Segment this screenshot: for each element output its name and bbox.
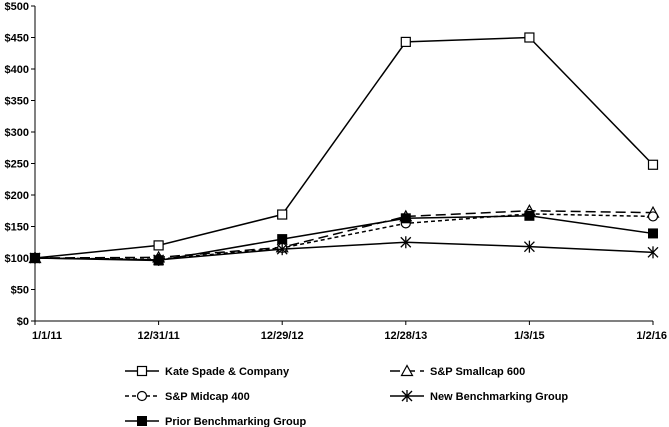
marker-asterisk (276, 243, 288, 256)
y-tick-label: $400 (5, 64, 29, 76)
legend-label: Kate Spade & Company (165, 366, 290, 378)
marker-filled-square (648, 228, 658, 239)
x-tick-label: 1/1/11 (32, 330, 62, 342)
series-line-s-p-smallcap-600 (34, 209, 654, 259)
series-s-p-midcap-400 (29, 208, 659, 265)
x-tick-label: 12/28/13 (384, 330, 427, 342)
y-tick-label: $350 (5, 96, 29, 108)
y-tick-label: $500 (5, 1, 29, 13)
legend-label: S&P Midcap 400 (165, 391, 250, 403)
series-new-benchmarking-group (29, 236, 659, 266)
marker-open-square (153, 240, 164, 251)
legend-item-s-p-midcap-400: S&P Midcap 400 (125, 390, 250, 403)
marker-open-circle (647, 211, 659, 222)
y-tick-label: $250 (5, 159, 29, 171)
x-tick-label: 1/2/16 (636, 330, 667, 342)
marker-open-square (400, 36, 411, 48)
legend-label: Prior Benchmarking Group (165, 416, 306, 427)
chart-legend: Kate Spade & Company S&P Smallcap 600 S&P … (125, 364, 568, 427)
marker-filled-square (153, 255, 164, 266)
y-tick-label: $100 (5, 253, 29, 265)
x-tick-label: 1/3/15 (514, 330, 545, 342)
x-axis-ticks: 1/1/11 12/31/11 12/29/12 12/28/13 1/3/15 1/2/… (32, 321, 667, 342)
marker-filled-square (137, 416, 147, 426)
legend-label: New Benchmarking Group (430, 391, 568, 403)
marker-open-triangle (400, 364, 414, 377)
marker-filled-square (277, 234, 288, 245)
marker-open-square (136, 365, 148, 377)
marker-open-square (277, 209, 288, 220)
marker-asterisk (401, 390, 413, 402)
series-s-p-smallcap-600 (28, 204, 660, 264)
marker-open-square (647, 159, 659, 170)
x-tick-label: 12/29/12 (261, 330, 304, 342)
legend-item-new-benchmarking-group: New Benchmarking Group (390, 390, 568, 403)
y-axis-ticks: $0 $50 $100 $150 $200 $250 $300 $350 $400 $450 $50… (5, 1, 35, 328)
marker-open-square (524, 32, 535, 43)
chart-series (28, 32, 660, 266)
marker-asterisk (523, 240, 535, 253)
marker-open-circle (136, 390, 148, 402)
marker-filled-square (524, 210, 535, 221)
marker-asterisk (647, 246, 659, 259)
series-prior-benchmarking-group (30, 210, 658, 266)
legend-item-s-p-smallcap-600: S&P Smallcap 600 (390, 364, 525, 378)
y-tick-label: $0 (17, 316, 29, 328)
chart-axes (34, 6, 653, 322)
series-line-prior-benchmarking-group (34, 215, 654, 262)
marker-filled-square (400, 213, 411, 224)
series-line-kate-spade-company (34, 36, 654, 259)
x-tick-label: 12/31/11 (137, 330, 179, 342)
y-tick-label: $300 (5, 127, 29, 139)
legend-item-kate-spade-company: Kate Spade & Company (125, 365, 290, 378)
y-tick-label: $450 (5, 33, 29, 45)
legend-item-prior-benchmarking-group: Prior Benchmarking Group (125, 416, 306, 427)
marker-asterisk (400, 236, 412, 249)
legend-label: S&P Smallcap 600 (430, 366, 525, 378)
y-tick-label: $150 (5, 222, 29, 234)
y-tick-label: $200 (5, 190, 29, 202)
marker-filled-square (30, 253, 40, 263)
y-tick-label: $50 (11, 285, 29, 297)
series-line-s-p-midcap-400 (34, 213, 654, 261)
